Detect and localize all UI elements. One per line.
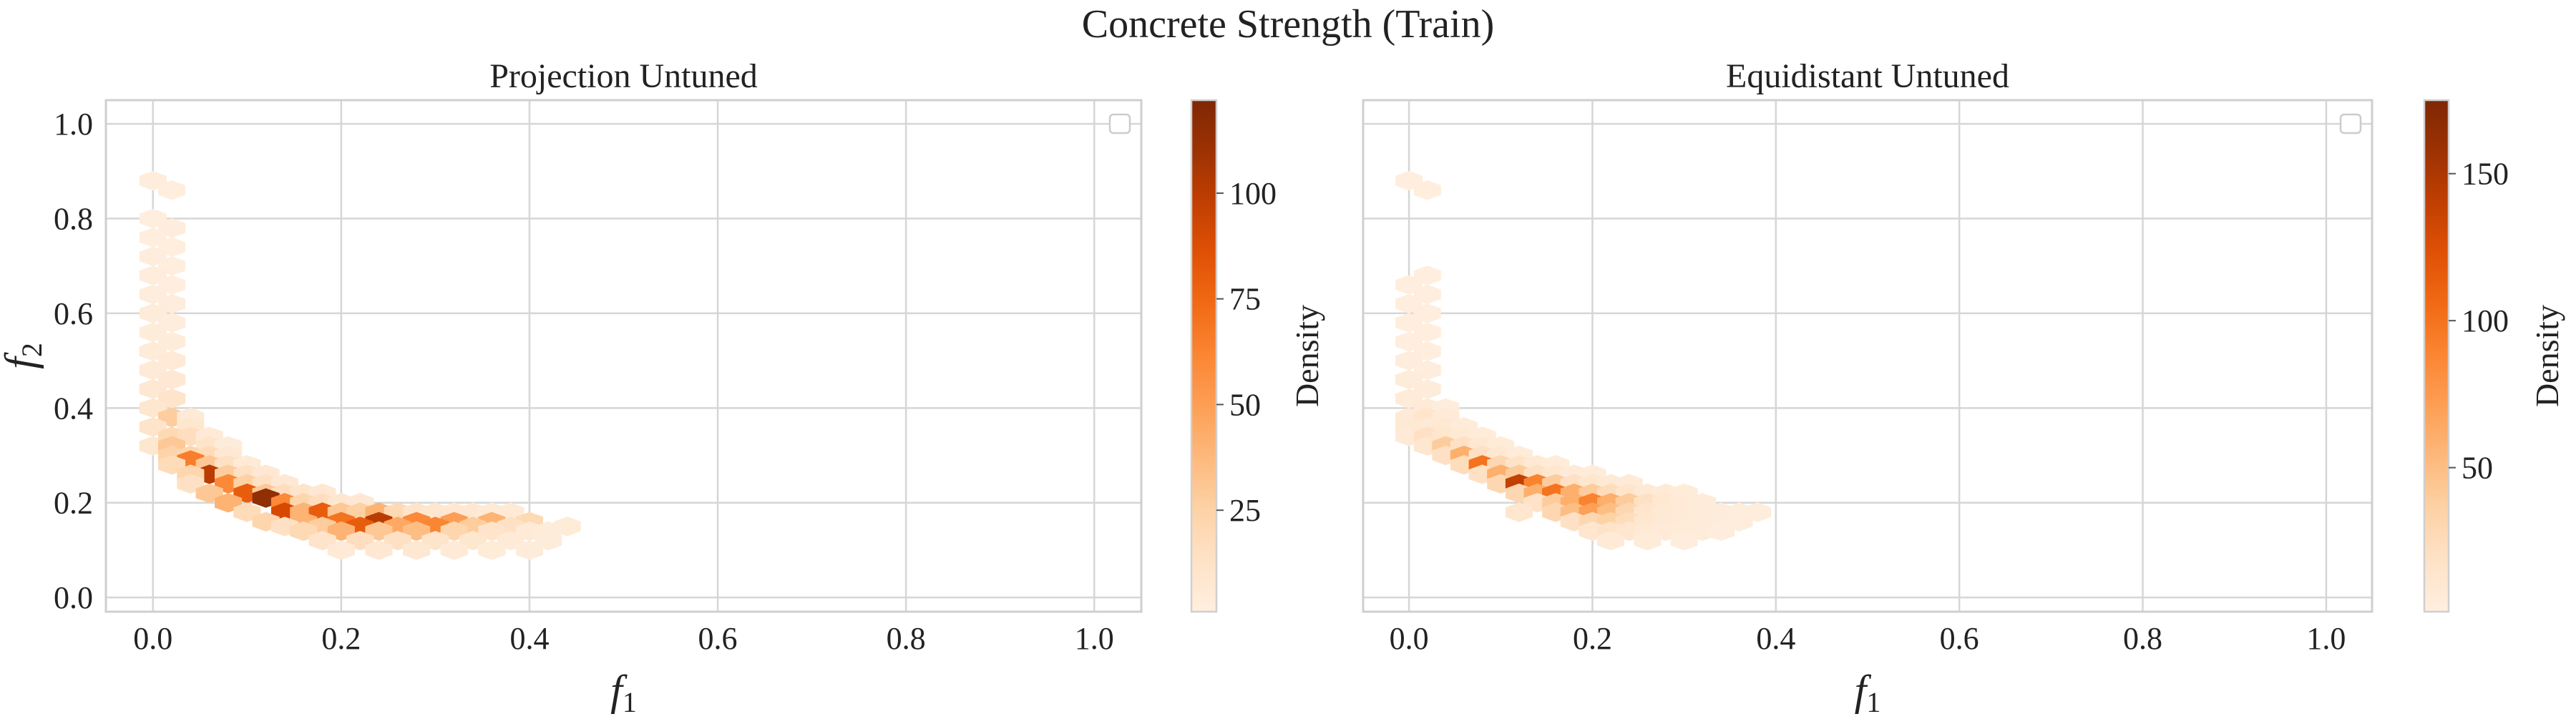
y-tick-label: 0.8 (54, 202, 93, 237)
panel-projection-untuned: Projection Untuned 0.0 0.2 0.4 0.6 0.8 1.0 0.0 0… (0, 57, 1325, 718)
hexbin-cell (365, 540, 393, 560)
x-tick-label: 1.0 (1075, 621, 1114, 656)
y-tick-label: 1.0 (54, 107, 93, 142)
hexbin-cell (1505, 502, 1533, 522)
legend-box (1108, 113, 1131, 134)
x-tick-label: 0.8 (887, 621, 926, 656)
hexbin-cell (515, 540, 543, 560)
legend-box (2339, 113, 2362, 134)
hexbin-cell (440, 540, 468, 560)
hexbin-cell (1707, 521, 1735, 542)
x-tick-label: 0.2 (1573, 621, 1612, 656)
x-tick-label: 0.8 (2123, 621, 2162, 656)
hexbin-cell (478, 540, 506, 560)
colorbar-tick-label: 50 (1229, 387, 1261, 422)
y-tick-label: 0.2 (54, 486, 93, 521)
y-tick-label: 0.6 (54, 296, 93, 331)
panel-equidistant-untuned: Equidistant Untuned 0.0 0.2 0.4 0.6 0.8 1.0 f1 5… (1362, 57, 2565, 718)
colorbar-tick-label: 100 (1229, 176, 1277, 211)
x-tick-label: 0.4 (1756, 621, 1795, 656)
colorbar (1190, 99, 1218, 613)
panel-title: Projection Untuned (489, 57, 758, 95)
axes-frame (104, 99, 1143, 613)
hexbin-cell (327, 540, 355, 560)
hexbin-cells (1395, 170, 1772, 551)
colorbar-tick-label: 50 (2462, 451, 2493, 486)
hexbin-cell (1413, 180, 1441, 200)
hexbin-cell (1634, 531, 1662, 551)
y-axis-label-subscript: 2 (16, 343, 48, 357)
hexbin-cell (1670, 531, 1698, 551)
x-tick-label: 0.6 (1940, 621, 1979, 656)
colorbar-tick-label: 100 (2462, 303, 2509, 338)
x-axis-label: f1 (1855, 667, 1881, 715)
hexbin-cell (1597, 531, 1625, 551)
x-tick-label: 0.0 (1390, 621, 1429, 656)
colorbar-label: Density (2529, 305, 2565, 407)
y-axis-label: f2 (0, 343, 48, 369)
colorbar-label: Density (1289, 305, 1325, 407)
panel-title: Equidistant Untuned (1726, 57, 2009, 95)
x-tick-label: 0.6 (698, 621, 738, 656)
colorbar-tick-label: 25 (1229, 493, 1261, 528)
y-tick-label: 0.0 (54, 580, 93, 615)
figure-title: Concrete Strength (Train) (1082, 2, 1495, 47)
x-axis-label-subscript: 1 (623, 686, 637, 715)
x-tick-label: 1.0 (2306, 621, 2346, 656)
x-axis-label: f1 (610, 667, 637, 715)
hexbin-cell (403, 540, 431, 560)
colorbar (2423, 99, 2450, 613)
y-tick-label: 0.4 (54, 391, 93, 426)
hexbin-cells (139, 170, 581, 560)
colorbar-tick-label: 75 (1229, 282, 1261, 317)
x-tick-label: 0.2 (321, 621, 361, 656)
hexbin-cell (158, 180, 186, 200)
colorbar-tick-label: 150 (2462, 157, 2509, 192)
x-tick-label: 0.0 (133, 621, 172, 656)
plot-area (1363, 100, 2372, 612)
x-axis-label-subscript: 1 (1866, 686, 1880, 715)
axes-frame (1362, 99, 2373, 613)
x-tick-label: 0.4 (509, 621, 549, 656)
plot-area (106, 100, 1141, 612)
